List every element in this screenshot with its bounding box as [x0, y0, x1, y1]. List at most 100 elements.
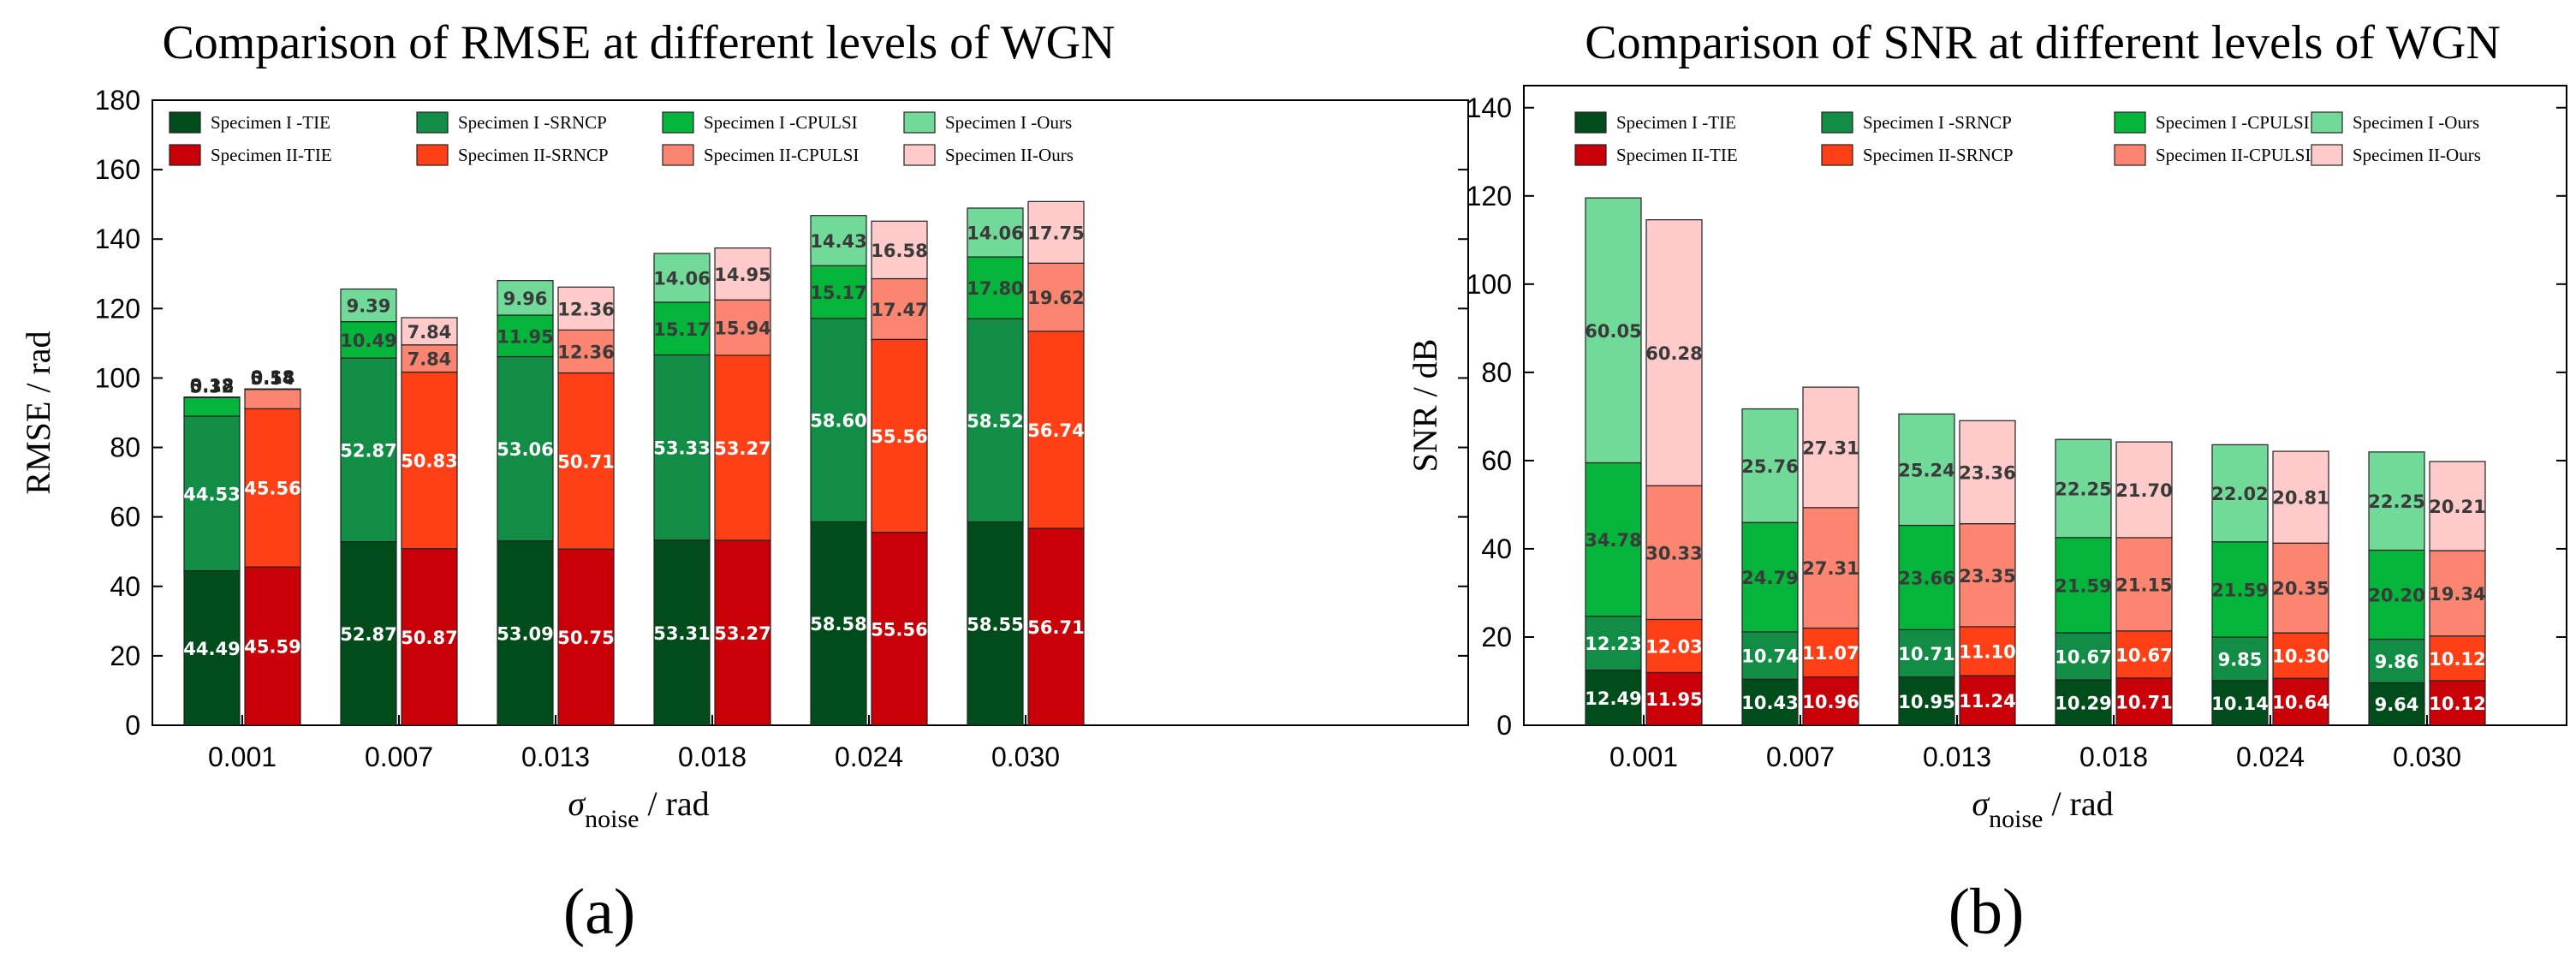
x-tick-label: 0.001: [208, 742, 277, 772]
bar-specimen-i-cpulsi-0-001: [1585, 462, 1642, 617]
y-tick-label: 40: [110, 571, 140, 602]
data-label: 25.24: [1898, 461, 1954, 481]
bar-specimen-i-cpulsi-0-030: [2368, 549, 2425, 640]
bar-specimen-ii-ours-0-024: [2272, 450, 2329, 544]
data-label: 10.67: [2115, 645, 2172, 665]
x-tick-label: 0.024: [2236, 742, 2305, 772]
legend-label-specimen-i-cpulsi: Specimen I -CPULSI: [704, 112, 858, 133]
bar-specimen-i-ours-0-001: [183, 396, 241, 398]
bar-specimen-i-cpulsi-0-018: [653, 301, 711, 356]
bar-specimen-ii-srncp-0-030: [2429, 635, 2486, 682]
data-label: 22.02: [2211, 484, 2268, 504]
bar-specimen-i-tie-0-013: [1898, 676, 1955, 726]
bar-specimen-ii-cpulsi-0-030: [2429, 550, 2486, 637]
bar-specimen-i-ours-0-018: [653, 253, 711, 303]
data-label: 15.94: [714, 319, 770, 339]
bar-specimen-ii-tie-0-018: [714, 539, 771, 726]
data-label: 10.30: [2272, 646, 2329, 667]
x-tick-label: 0.030: [991, 742, 1060, 772]
bar-specimen-ii-cpulsi-0-001: [244, 389, 301, 409]
y-tick-label: 180: [95, 85, 140, 116]
data-label: 10.74: [1741, 646, 1798, 667]
data-label: 53.27: [714, 438, 770, 459]
data-label: 0.18: [190, 376, 235, 396]
data-label: 11.95: [1645, 689, 1702, 710]
data-label: 0.18: [251, 367, 295, 388]
y-tick-label: 80: [1481, 357, 1512, 388]
data-label: 19.62: [1027, 288, 1084, 308]
legend-label-specimen-i-tie: Specimen I -TIE: [1616, 112, 1736, 133]
x-axis-label: σnoise / rad: [568, 784, 709, 833]
bar-specimen-ii-ours-0-013: [1959, 420, 2016, 525]
legend-label-specimen-ii-tie: Specimen II-TIE: [1616, 145, 1738, 165]
bar-specimen-i-ours-0-001: [1585, 197, 1642, 464]
bar-specimen-ii-cpulsi-0-007: [1802, 507, 1859, 629]
bar-specimen-ii-cpulsi-0-024: [871, 277, 928, 340]
data-label: 53.27: [714, 623, 770, 644]
data-label: 17.75: [1027, 223, 1084, 243]
legend: Specimen I -TIE Specimen I -SRNCP Specimen…: [1574, 111, 2481, 166]
bar-specimen-i-srncp-0-007: [1741, 631, 1799, 680]
data-label: 9.85: [2218, 649, 2263, 670]
bar-specimen-ii-tie-0-007: [401, 548, 458, 726]
bar-specimen-ii-tie-0-030: [1027, 527, 1085, 726]
bar-specimen-i-cpulsi-0-013: [1898, 524, 1955, 631]
y-tick-label: 0: [1496, 710, 1512, 741]
data-label: 12.36: [557, 299, 614, 319]
data-label: 22.25: [2055, 479, 2111, 499]
legend-label-specimen-i-srncp: Specimen I -SRNCP: [1863, 112, 2012, 133]
data-label: 50.87: [401, 628, 457, 648]
data-label: 58.55: [967, 614, 1023, 634]
y-axis-label: SNR / dB: [1406, 339, 1444, 473]
data-label: 14.95: [714, 265, 770, 285]
bar-specimen-ii-tie-0-007: [1802, 676, 1859, 726]
data-label: 21.15: [2115, 575, 2172, 595]
data-label: 25.76: [1741, 456, 1798, 477]
y-axis-label: RMSE / rad: [19, 331, 57, 494]
legend-swatch-specimen-ii-cpulsi: [662, 144, 694, 166]
data-label: 23.36: [1959, 462, 2015, 483]
legend-label-specimen-i-tie: Specimen I -TIE: [211, 112, 330, 133]
x-axis-label: σnoise / rad: [1972, 784, 2113, 833]
bar-specimen-ii-cpulsi-0-013: [1959, 523, 2016, 628]
y-tick-label: 100: [95, 362, 140, 393]
data-label: 23.35: [1959, 566, 2015, 587]
bar-specimen-ii-tie-0-001: [1645, 671, 1703, 726]
x-tick-label: 0.007: [1766, 742, 1835, 772]
data-label: 20.20: [2368, 586, 2424, 606]
x-tick-label: 0.013: [1923, 742, 1991, 772]
y-tick-label: 120: [1466, 181, 1512, 211]
legend-label-specimen-i-cpulsi: Specimen I -CPULSI: [2156, 112, 2310, 133]
y-tick-label: 20: [110, 640, 140, 671]
panel-label: (a): [563, 876, 635, 948]
bar-specimen-ii-tie-0-013: [1959, 675, 2016, 726]
bar-specimen-ii-ours-0-018: [2115, 441, 2173, 539]
data-label: 9.96: [503, 289, 548, 309]
bar-specimen-ii-cpulsi-0-018: [2115, 537, 2173, 632]
data-label: 60.05: [1585, 321, 1641, 342]
data-label: 10.64: [2272, 693, 2329, 713]
bar-specimen-i-srncp-0-013: [1898, 628, 1955, 678]
legend-swatch-specimen-i-tie: [1574, 111, 1607, 134]
data-label: 9.86: [2375, 652, 2419, 672]
data-label: 9.64: [2375, 694, 2419, 715]
x-tick-label: 0.018: [2079, 742, 2148, 772]
data-label: 58.58: [810, 614, 866, 634]
x-tick-label: 0.007: [365, 742, 433, 772]
data-label: 30.33: [1645, 543, 1702, 563]
bar-specimen-i-cpulsi-0-007: [1741, 521, 1799, 633]
data-label: 20.81: [2272, 488, 2329, 509]
bar-specimen-ii-ours-0-001: [1645, 219, 1703, 486]
bar-specimen-i-cpulsi-0-018: [2055, 537, 2112, 634]
data-label: 12.49: [1585, 688, 1641, 709]
bar-specimen-i-cpulsi-0-024: [810, 265, 867, 319]
legend-label-specimen-i-ours: Specimen I -Ours: [2353, 112, 2479, 133]
data-label: 9.39: [347, 296, 391, 317]
data-label: 27.31: [1802, 558, 1859, 579]
bar-specimen-ii-ours-0-001: [244, 388, 301, 390]
legend-swatch-specimen-i-cpulsi: [662, 111, 694, 134]
data-label: 11.95: [497, 326, 553, 347]
data-label: 12.23: [1585, 634, 1641, 654]
data-label: 44.49: [183, 639, 240, 659]
